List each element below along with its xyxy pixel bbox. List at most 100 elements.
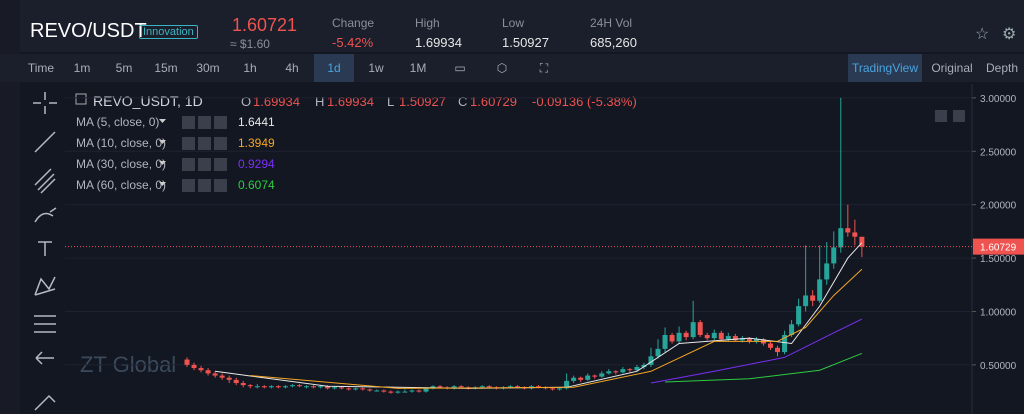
interval-tab[interactable]: Time [27,61,55,75]
candle-body [367,389,373,391]
ma-name: MA (5, close, 0) [76,115,159,129]
dropdown[interactable] [159,161,166,165]
y-tick-label: 1.50000 [980,254,1017,265]
interval-tab[interactable]: 1m [73,61,91,75]
stat-value: -5.42% [332,35,374,50]
last-price-box [973,238,1024,255]
view-tab[interactable]: Original [931,61,973,75]
candle-body [219,375,225,378]
candle-body [564,380,570,389]
ma-control[interactable] [198,179,211,192]
interval-tab[interactable]: 4h [285,61,299,75]
candle-body [845,228,851,233]
ma-name: MA (30, close, 0) [76,157,166,171]
header [0,0,1024,52]
candle-body [325,386,331,389]
candle-body [233,379,239,384]
candle-body [212,373,218,376]
y-tick-label: 2.00000 [980,201,1017,212]
candle-body [592,375,598,377]
candle-body [296,385,302,387]
candle-body [725,336,731,340]
candle-body [346,388,352,390]
candle-body [360,388,366,390]
candle-body [746,338,752,342]
candle-body [304,386,310,388]
dropdown[interactable] [159,140,166,144]
candle-body [282,386,288,388]
interval-tab[interactable]: 30m [196,61,220,75]
interval-tab[interactable]: 1w [368,61,384,75]
interval-tab[interactable]: 1d [314,54,354,82]
candle-body [318,386,324,388]
candle-body [662,334,668,349]
candle-body [676,332,682,342]
stat-label: Change [332,16,375,30]
ma-name: MA (10, close, 0) [76,136,166,150]
dropdown[interactable] [159,182,166,186]
y-tick-label: 3.00000 [980,94,1017,105]
star-icon[interactable]: ☆ [975,26,990,43]
candle-body [669,334,675,342]
ma-control[interactable] [214,116,227,129]
ma-control[interactable] [214,158,227,171]
candle-body [507,386,513,388]
candle-body [486,386,492,388]
candle-body [585,375,591,380]
ma-control[interactable] [198,137,211,150]
view-tab[interactable]: Depth [985,61,1019,75]
toolbar-icon[interactable]: ⛶ [539,61,549,75]
candle-body [536,386,541,388]
interval-tab[interactable]: 1M [409,61,427,75]
interval-tab[interactable]: 1h [243,61,257,75]
candle-body [775,347,781,353]
candle-body [289,385,295,387]
ma-control[interactable] [182,116,195,129]
candle-body [402,391,408,393]
collapse-box[interactable] [75,93,87,105]
ma-control[interactable] [182,137,195,150]
price-usd: ≈ $1.60 [230,37,270,51]
y-tick-label: 2.50000 [980,147,1017,158]
stat-value: 1.50927 [502,35,549,50]
candle-body [550,388,556,390]
stat-label: 24H Vol [590,16,633,30]
candle-body [275,386,281,388]
interval-tab[interactable]: 15m [154,61,178,75]
candle-body [718,332,724,340]
candle-body [339,387,345,389]
toolbar-icon[interactable]: ▭ [454,61,466,75]
ohlc-key: C [458,94,467,109]
toolbar-icon[interactable]: ⬡ [496,61,508,75]
candle-body [789,324,795,335]
ma-line [650,318,863,384]
drawing-tools[interactable] [33,92,57,411]
ma-control[interactable] [198,116,211,129]
ma-control[interactable] [198,158,211,171]
ma-control[interactable] [214,137,227,150]
ohlc-value: 1.60729 [470,94,517,109]
ma-control[interactable] [182,179,195,192]
view-tab[interactable]: TradingView [848,54,922,82]
scroll-btn[interactable] [935,110,947,122]
ma-control[interactable] [182,158,195,171]
interval-tab[interactable]: 5m [115,61,133,75]
y-tick-label: 0.50000 [980,361,1017,372]
ohlc-key: O [241,94,251,109]
settings-icon[interactable]: ⚙ [1002,26,1017,43]
scroll-btn[interactable] [953,110,965,122]
candle-body [226,377,232,380]
ma-control[interactable] [214,179,227,192]
candle-body [711,332,717,339]
candle-body [254,386,260,388]
dropdown[interactable] [159,119,166,123]
ohlc-key: H [315,94,324,109]
chart-title: REVO_USDT, 1D [93,93,203,109]
candle-body [613,371,619,373]
candle-body [240,383,246,386]
candle-body [198,368,204,371]
candle-body [831,247,837,264]
candle-body [655,348,661,357]
